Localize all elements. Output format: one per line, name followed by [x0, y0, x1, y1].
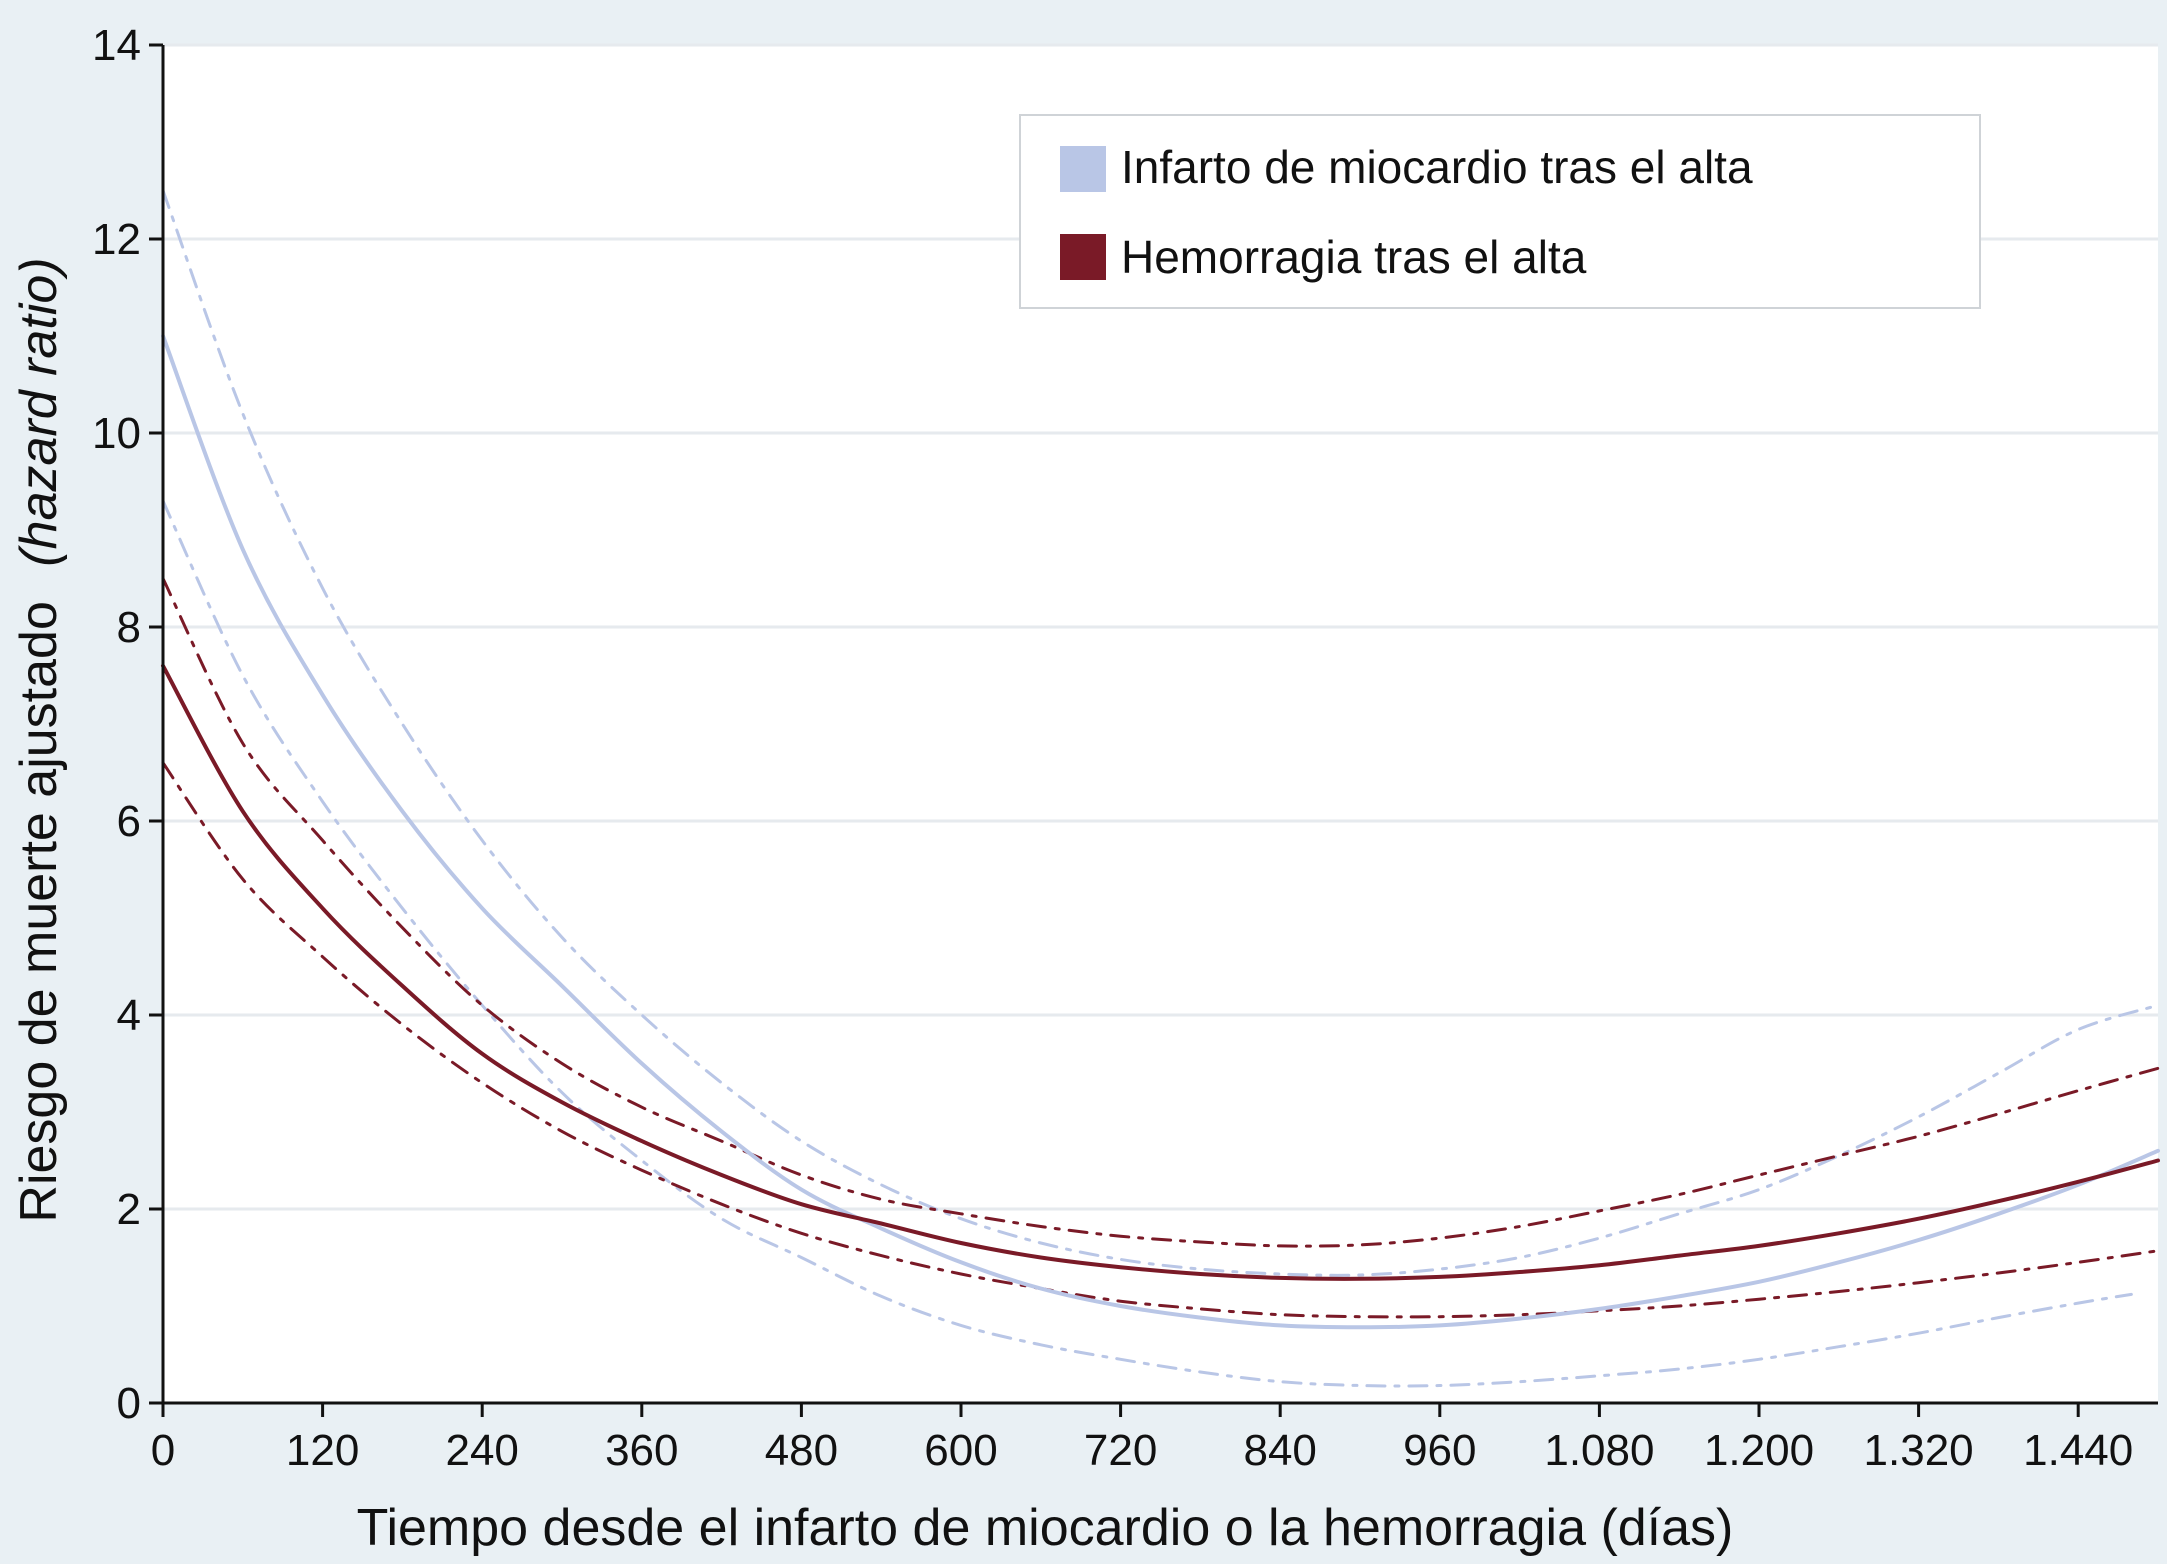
y-tick-label: 4	[117, 991, 141, 1040]
legend-swatch-hemorragia	[1060, 234, 1106, 280]
legend-box	[1019, 114, 1981, 309]
x-tick-label: 960	[1403, 1426, 1476, 1475]
x-axis-ticks: 0 120 240 360 480 600 720 840 960 1.080 1.200 1.320…	[151, 1403, 2133, 1475]
series-layer	[161, 189, 2160, 1388]
y-tick-label: 6	[117, 797, 141, 846]
y-axis-title: Riesgo de muerte ajustado (hazard ratio)	[10, 257, 68, 1222]
x-tick-label: 720	[1084, 1426, 1157, 1475]
series-line-hemorragia-estimate	[161, 663, 2160, 1281]
y-axis-title-italic: (hazard ratio)	[10, 257, 68, 566]
legend-label-infarto: Infarto de miocardio tras el alta	[1121, 141, 1753, 193]
x-tick-label: 480	[765, 1426, 838, 1475]
legend-label-hemorragia: Hemorragia tras el alta	[1121, 231, 1587, 283]
y-tick-label: 14	[92, 21, 141, 70]
x-tick-label: 1.320	[1864, 1426, 1974, 1475]
series-line-hemorragia-lower-ci	[161, 761, 2160, 1319]
y-tick-label: 0	[117, 1379, 141, 1428]
y-tick-label: 12	[92, 215, 141, 264]
series-line-infarto-lower-ci	[161, 499, 2133, 1388]
x-tick-label: 1.200	[1704, 1426, 1814, 1475]
x-tick-label: 360	[605, 1426, 678, 1475]
x-tick-label: 240	[445, 1426, 518, 1475]
y-axis-title-main: Riesgo de muerte ajustado	[10, 601, 68, 1223]
x-tick-label: 120	[286, 1426, 359, 1475]
x-tick-label: 840	[1243, 1426, 1316, 1475]
legend: Infarto de miocardio tras el alta Hemorr…	[1019, 114, 1981, 309]
y-tick-label: 8	[117, 603, 141, 652]
x-tick-label: 0	[151, 1426, 175, 1475]
series-line-infarto-estimate	[161, 334, 2160, 1330]
series-line-hemorragia-upper-ci	[161, 577, 2160, 1248]
y-tick-label: 10	[92, 409, 141, 458]
legend-swatch-infarto	[1060, 146, 1106, 192]
x-tick-label: 1.440	[2023, 1426, 2133, 1475]
y-axis-ticks: 0 2 4 6 8 10 12 14	[92, 21, 163, 1428]
x-axis-title: Tiempo desde el infarto de miocardio o l…	[357, 1499, 1734, 1557]
x-tick-label: 600	[924, 1426, 997, 1475]
x-tick-label: 1.080	[1544, 1426, 1654, 1475]
series-line-infarto-upper-ci	[161, 189, 2160, 1277]
y-tick-label: 2	[117, 1185, 141, 1234]
